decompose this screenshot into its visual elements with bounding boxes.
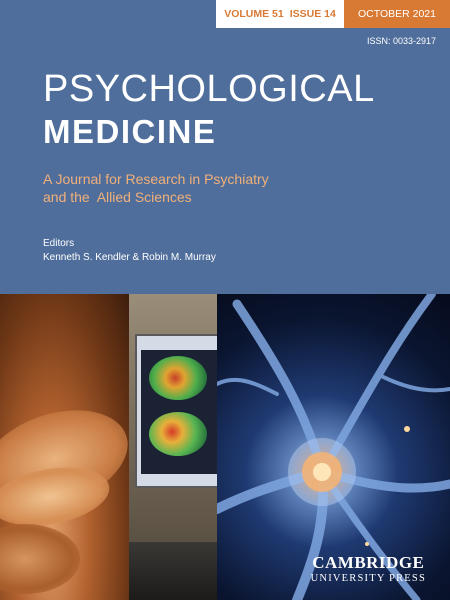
neuron-illustration [217, 294, 450, 600]
brain-scan-photo [129, 294, 217, 600]
cover-image-strip: CAMBRIDGE UNIVERSITY PRESS [0, 294, 450, 600]
editors-names: Kenneth S. Kendler & Robin M. Murray [43, 252, 216, 263]
neuron-svg [217, 294, 450, 600]
journal-title-line2: MEDICINE [43, 113, 217, 150]
monitor [135, 334, 217, 488]
issue-banner: VOLUME 51 ISSUE 14 OCTOBER 2021 [216, 0, 450, 28]
journal-title-line1: PSYCHOLOGICAL [43, 68, 375, 110]
subtitle-line1: A Journal for Research in Psychiatry [43, 171, 269, 187]
keyboard [129, 542, 217, 600]
monitor-screen [141, 350, 217, 474]
volume-label: VOLUME 51 [224, 8, 284, 20]
brain-scan-top [149, 356, 207, 400]
editors-label: Editors [43, 238, 75, 249]
issn-number: ISSN: 0033-2917 [366, 36, 436, 46]
subtitle-line2: and the Allied Sciences [43, 189, 192, 205]
publisher-sub: UNIVERSITY PRESS [310, 573, 426, 584]
hands-photo [0, 294, 129, 600]
issue-label: ISSUE 14 [289, 8, 336, 20]
issue-date: OCTOBER 2021 [344, 0, 450, 28]
brain-scan-bottom [149, 412, 207, 456]
publisher-logo: CAMBRIDGE UNIVERSITY PRESS [311, 553, 426, 584]
volume-issue-box: VOLUME 51 ISSUE 14 [216, 0, 344, 28]
journal-subtitle: A Journal for Research in Psychiatry and… [43, 170, 269, 206]
arm-shape [0, 524, 80, 594]
publisher-name: CAMBRIDGE [312, 553, 425, 572]
